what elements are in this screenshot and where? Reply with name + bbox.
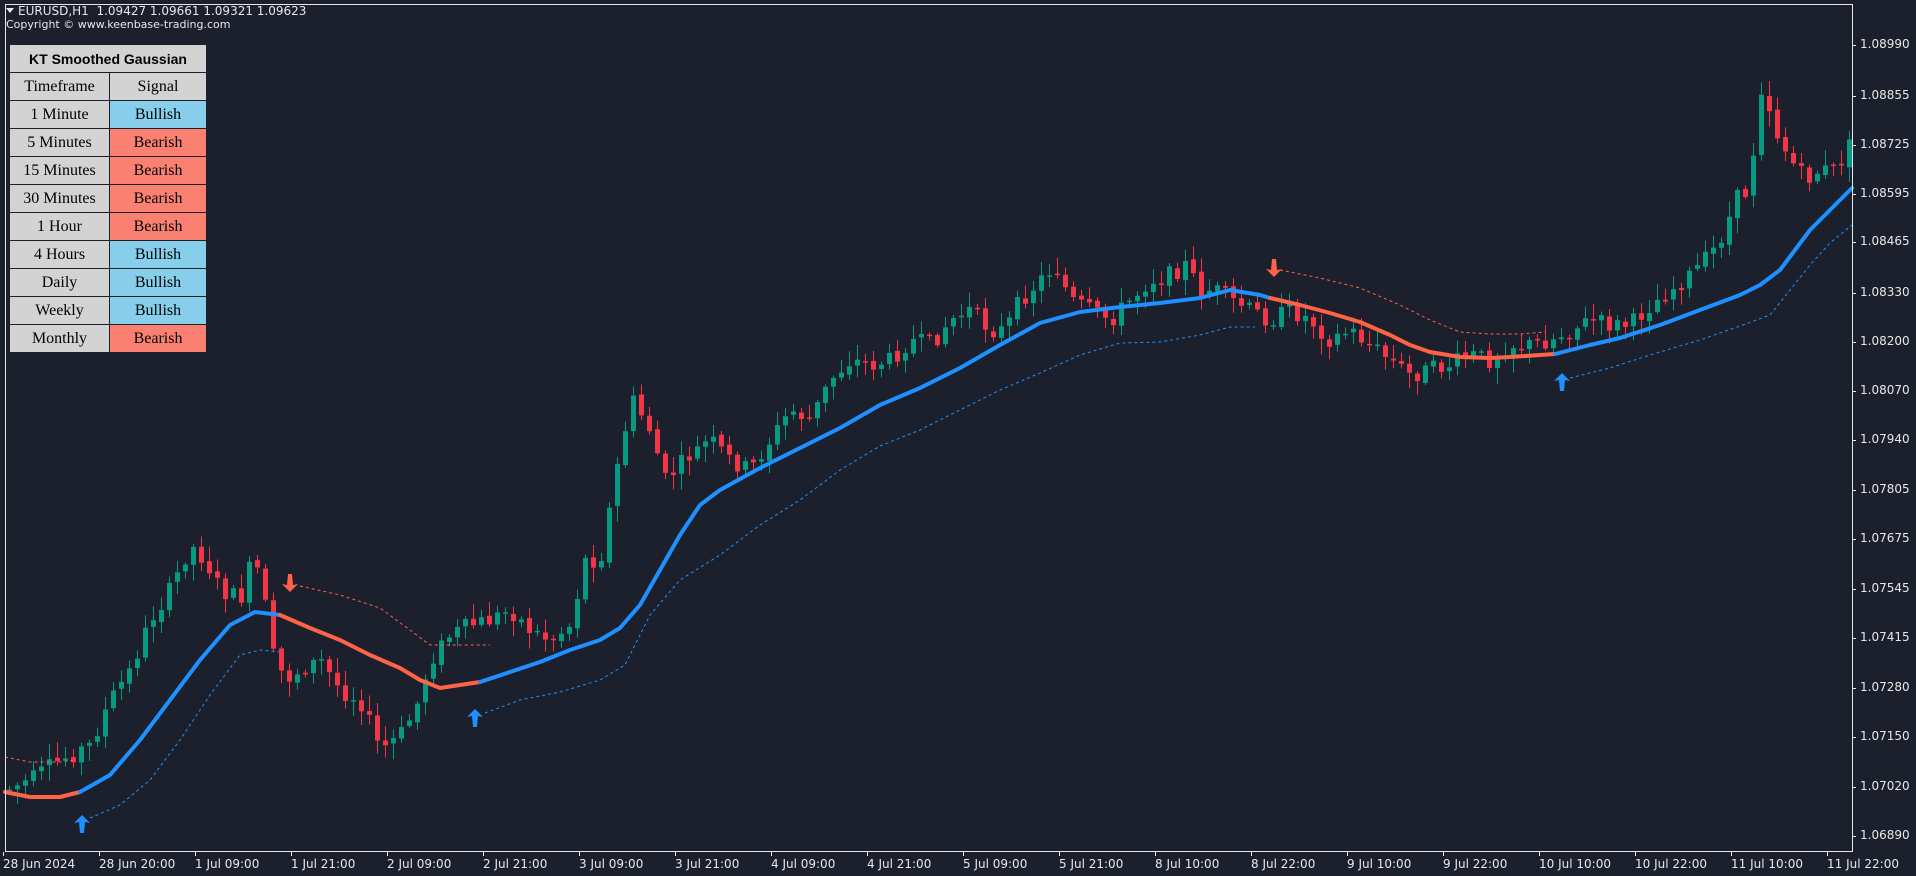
signal-cell: Bullish — [109, 268, 207, 297]
time-label: 28 Jun 2024 — [3, 857, 76, 871]
time-label: 10 Jul 10:00 — [1539, 857, 1611, 871]
signal-cell: Bullish — [109, 240, 207, 269]
time-label: 4 Jul 09:00 — [771, 857, 836, 871]
dashboard-row: 15 Minutes Bearish — [9, 156, 207, 185]
price-label: 1.08990 — [1860, 37, 1910, 51]
time-label: 10 Jul 22:00 — [1635, 857, 1707, 871]
sell-arrow-icon — [1266, 259, 1282, 277]
timeframe-cell: Monthly — [9, 324, 110, 353]
candlesticks — [7, 81, 1852, 804]
signal-cell: Bearish — [109, 212, 207, 241]
ohlc-values: 1.09427 1.09661 1.09321 1.09623 — [96, 4, 307, 18]
time-label: 3 Jul 21:00 — [675, 857, 740, 871]
price-label: 1.07545 — [1860, 581, 1910, 595]
column-header-signal: Signal — [109, 72, 207, 101]
price-label: 1.08465 — [1860, 234, 1910, 248]
symbol-header[interactable]: EURUSD,H1 1.09427 1.09661 1.09321 1.0962… — [6, 4, 306, 18]
time-label: 5 Jul 09:00 — [963, 857, 1028, 871]
collapse-triangle-icon[interactable] — [6, 8, 14, 13]
time-label: 28 Jun 20:00 — [99, 857, 176, 871]
time-label: 8 Jul 22:00 — [1251, 857, 1316, 871]
price-label: 1.07150 — [1860, 729, 1910, 743]
price-label: 1.08200 — [1860, 334, 1910, 348]
dashboard-row: 1 Minute Bullish — [9, 100, 207, 129]
dashboard-row: Monthly Bearish — [9, 324, 207, 353]
time-label: 8 Jul 10:00 — [1155, 857, 1220, 871]
price-axis-ticks — [1852, 45, 1856, 837]
symbol-name: EURUSD,H1 — [18, 4, 89, 18]
time-label: 2 Jul 21:00 — [483, 857, 548, 871]
signal-cell: Bearish — [109, 184, 207, 213]
dashboard-title: KT Smoothed Gaussian — [9, 44, 207, 73]
signal-cell: Bullish — [109, 100, 207, 129]
timeframe-cell: 30 Minutes — [9, 184, 110, 213]
price-label: 1.08725 — [1860, 137, 1910, 151]
gaussian-bands — [4, 224, 1853, 819]
price-label: 1.08855 — [1860, 88, 1910, 102]
timeframe-cell: 15 Minutes — [9, 156, 110, 185]
timeframe-cell: 4 Hours — [9, 240, 110, 269]
time-label: 9 Jul 22:00 — [1443, 857, 1508, 871]
timeframe-cell: 1 Minute — [9, 100, 110, 129]
time-label: 5 Jul 21:00 — [1059, 857, 1124, 871]
price-label: 1.07940 — [1860, 432, 1910, 446]
signal-cell: Bullish — [109, 296, 207, 325]
buy-arrow-icon — [467, 709, 483, 727]
time-label: 1 Jul 09:00 — [195, 857, 260, 871]
dashboard-row: 30 Minutes Bearish — [9, 184, 207, 213]
signal-arrows — [74, 259, 1570, 833]
sell-arrow-icon — [282, 574, 298, 592]
signal-cell: Bearish — [109, 156, 207, 185]
time-label: 1 Jul 21:00 — [291, 857, 356, 871]
copyright-text: Copyright © www.keenbase-trading.com — [6, 18, 231, 31]
time-axis-ticks — [3, 852, 1828, 856]
price-label: 1.07280 — [1860, 680, 1910, 694]
timeframe-cell: Daily — [9, 268, 110, 297]
time-label: 4 Jul 21:00 — [867, 857, 932, 871]
price-label: 1.07675 — [1860, 531, 1910, 545]
price-label: 1.08070 — [1860, 383, 1910, 397]
buy-arrow-icon — [1554, 373, 1570, 391]
signal-cell: Bearish — [109, 128, 207, 157]
timeframe-cell: 1 Hour — [9, 212, 110, 241]
price-label: 1.06890 — [1860, 828, 1910, 842]
buy-arrow-icon — [74, 815, 90, 833]
time-label: 11 Jul 22:00 — [1827, 857, 1899, 871]
time-label: 2 Jul 09:00 — [387, 857, 452, 871]
price-label: 1.08595 — [1860, 186, 1910, 200]
plot-area-border — [5, 4, 1853, 852]
price-label: 1.08330 — [1860, 285, 1910, 299]
price-label: 1.07020 — [1860, 779, 1910, 793]
time-label: 9 Jul 10:00 — [1347, 857, 1412, 871]
column-header-timeframe: Timeframe — [9, 72, 110, 101]
gaussian-line — [3, 186, 1854, 799]
timeframe-cell: 5 Minutes — [9, 128, 110, 157]
dashboard-row: 5 Minutes Bearish — [9, 128, 207, 157]
price-label: 1.07805 — [1860, 482, 1910, 496]
timeframe-cell: Weekly — [9, 296, 110, 325]
dashboard-row: Daily Bullish — [9, 268, 207, 297]
time-label: 3 Jul 09:00 — [579, 857, 644, 871]
signal-dashboard: KT Smoothed Gaussian Timeframe Signal 1 … — [9, 44, 207, 353]
time-label: 11 Jul 10:00 — [1731, 857, 1803, 871]
dashboard-row: Weekly Bullish — [9, 296, 207, 325]
dashboard-row: 4 Hours Bullish — [9, 240, 207, 269]
signal-cell: Bearish — [109, 324, 207, 353]
dashboard-row: 1 Hour Bearish — [9, 212, 207, 241]
price-label: 1.07415 — [1860, 630, 1910, 644]
